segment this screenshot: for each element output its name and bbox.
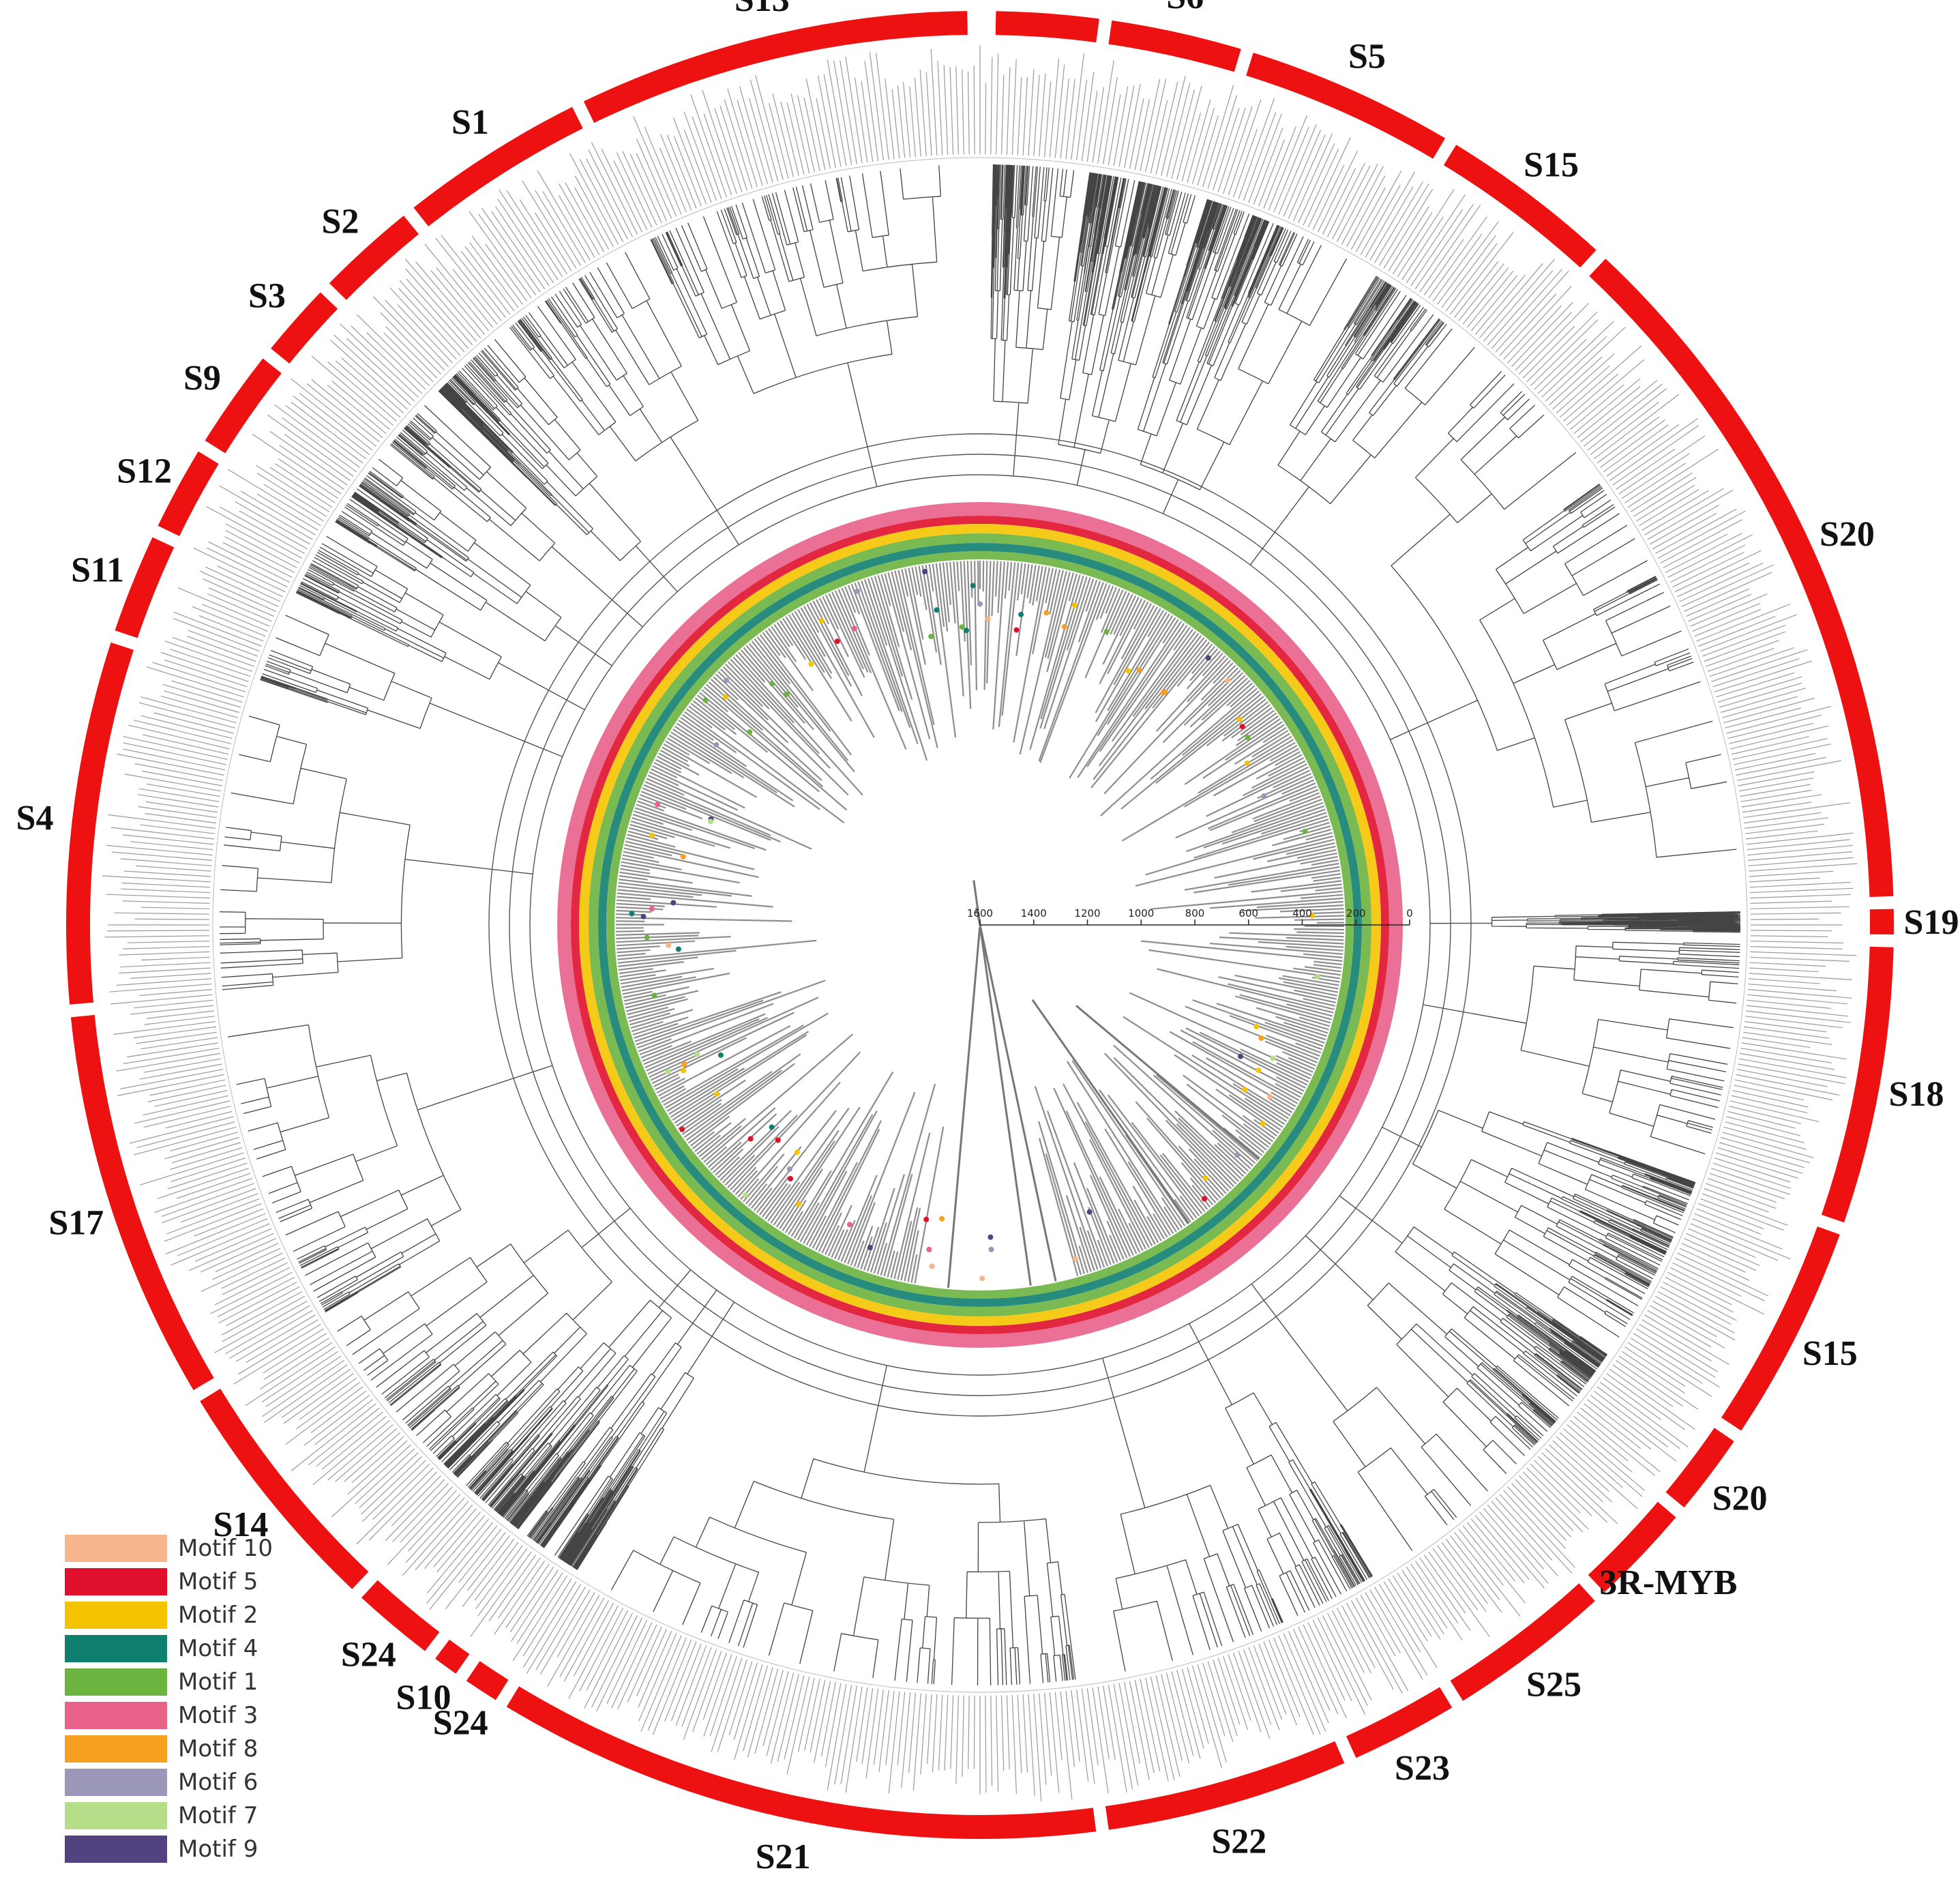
subfamily-arc (115, 537, 175, 638)
legend-swatch (65, 1735, 167, 1763)
subfamily-label: S24 (341, 1636, 396, 1675)
scale-tick-label: 400 (1292, 907, 1312, 919)
subfamily-label: S18 (1889, 1075, 1944, 1114)
subfamily-label: S10 (396, 1678, 451, 1717)
scale-tick-label: 600 (1238, 907, 1258, 919)
tree-branches (220, 164, 1741, 1686)
subfamily-label: 3R-MYB (1599, 1563, 1737, 1602)
subfamily-arc (506, 1686, 1097, 1839)
tip-label-ring (102, 45, 1858, 1801)
subfamily-arc (1821, 946, 1894, 1223)
subfamily-label: S9 (183, 359, 221, 398)
scale-tick-label: 0 (1406, 907, 1413, 919)
subfamily-arc (1869, 909, 1894, 934)
subfamily-arc (466, 1661, 509, 1700)
subfamily-arc (583, 11, 968, 123)
subfamily-label: S14 (213, 1505, 268, 1544)
subfamily-arc (1108, 20, 1241, 72)
motif-ring (557, 502, 1403, 1348)
legend-label: Motif 6 (178, 1769, 258, 1796)
legend-label: Motif 10 (178, 1535, 273, 1562)
legend-label: Motif 5 (178, 1568, 258, 1595)
legend-label: Motif 1 (178, 1668, 258, 1696)
scale-tick-label: 1600 (967, 907, 993, 919)
scale-tick-label: 1000 (1128, 907, 1154, 919)
legend-label: Motif 7 (178, 1802, 258, 1829)
subfamily-arc (1105, 1741, 1345, 1830)
subfamily-label: S13 (734, 0, 790, 19)
subfamily-arc (1246, 53, 1446, 159)
subfamily-label: S3 (248, 277, 286, 316)
legend-swatch (65, 1802, 167, 1829)
subfamily-label: S21 (756, 1838, 811, 1876)
subfamily-label: S25 (1526, 1666, 1582, 1705)
subfamily-arc (271, 292, 338, 364)
subfamily-arc (66, 642, 134, 1005)
subfamily-ring: S7S6S5S15S20S19S18S15S203R-MYBS25S23S22S… (16, 0, 1959, 1876)
subfamily-arc (1588, 1501, 1676, 1593)
subfamily-arc (200, 1388, 369, 1589)
scale-tick-label: 800 (1185, 907, 1205, 919)
subfamily-arc (435, 1639, 470, 1674)
subfamily-arc (1346, 1687, 1453, 1758)
subfamily-arc (205, 358, 282, 454)
subfamily-label: S2 (322, 202, 359, 241)
scale-tick-label: 200 (1346, 907, 1366, 919)
legend-swatch (65, 1769, 167, 1796)
subfamily-label: S19 (1904, 903, 1959, 942)
legend-label: Motif 9 (178, 1836, 258, 1863)
subfamily-label: S11 (71, 551, 124, 590)
motif-scale-axis: 1600 1400 1200 1000 800 600 400 200 0 (967, 907, 1413, 926)
legend-swatch (65, 1568, 167, 1595)
subfamily-label: S20 (1712, 1479, 1768, 1518)
legend-swatch (65, 1635, 167, 1662)
subfamily-label: S15 (1802, 1334, 1858, 1373)
subfamily-label: S12 (117, 452, 172, 490)
subfamily-arc (361, 1580, 440, 1651)
legend-swatch (65, 1836, 167, 1863)
subfamily-arc (329, 216, 419, 300)
legend-label: Motif 3 (178, 1702, 258, 1729)
legend-swatch (65, 1535, 167, 1562)
subfamily-label: S15 (1524, 145, 1579, 184)
subfamily-label: S4 (16, 799, 54, 838)
subfamily-arc (413, 106, 583, 226)
subfamily-arc (70, 1014, 214, 1391)
subfamily-arc (995, 11, 1099, 43)
subfamily-arc (1450, 1583, 1595, 1701)
subfamily-label: S17 (48, 1204, 104, 1243)
legend-label: Motif 4 (178, 1635, 258, 1662)
subfamily-label: S24 (433, 1704, 488, 1743)
subfamily-label: S5 (1348, 38, 1386, 76)
scale-tick-label: 1200 (1074, 907, 1100, 919)
legend-swatch (65, 1602, 167, 1629)
subfamily-label: S22 (1211, 1822, 1266, 1861)
subfamily-label: S23 (1395, 1749, 1450, 1788)
scale-tick-label: 1400 (1021, 907, 1047, 919)
legend-label: Motif 8 (178, 1735, 258, 1763)
legend-swatch (65, 1668, 167, 1696)
subfamily-label: S1 (451, 103, 489, 142)
subfamily-arc (1721, 1226, 1840, 1431)
subfamily-arc (1443, 145, 1597, 268)
subfamily-label: S6 (1166, 0, 1204, 16)
subfamily-arc (158, 451, 219, 536)
motif-legend: Motif 10 Motif 5 Motif 2 Motif 4 Motif 1 Moti… (65, 1535, 273, 1863)
subfamily-label: S20 (1820, 515, 1875, 554)
subfamily-arc (1665, 1428, 1734, 1508)
legend-swatch (65, 1702, 167, 1729)
legend-label: Motif 2 (178, 1602, 258, 1629)
